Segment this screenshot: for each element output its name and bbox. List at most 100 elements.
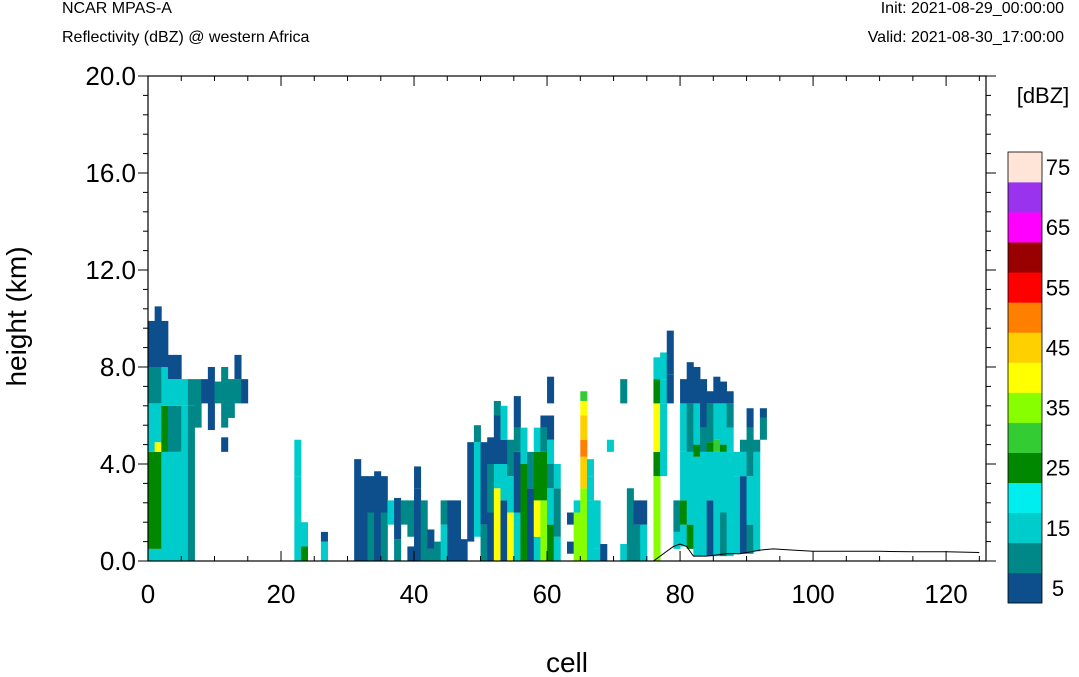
reflectivity-cell	[227, 379, 235, 418]
reflectivity-cell	[487, 437, 495, 464]
reflectivity-cell	[294, 439, 302, 477]
reflectivity-cell	[221, 367, 229, 428]
colorbar-swatch	[1008, 572, 1042, 604]
reflectivity-cell	[553, 536, 561, 561]
left-subtitle: Reflectivity (dBZ) @ western Africa	[62, 29, 310, 46]
reflectivity-cell	[726, 403, 734, 428]
reflectivity-cell	[533, 451, 541, 501]
reflectivity-cell	[234, 379, 242, 404]
y-tick-label: 16.0	[85, 158, 136, 188]
reflectivity-cell	[320, 531, 328, 542]
reflectivity-cell	[480, 442, 488, 525]
reflectivity-cell	[221, 437, 229, 452]
y-tick-label: 12.0	[85, 255, 136, 285]
reflectivity-cell	[626, 488, 634, 561]
reflectivity-cell	[580, 456, 588, 489]
terrain-line	[148, 543, 980, 562]
reflectivity-cell	[653, 379, 661, 404]
x-axis-label: cell	[546, 647, 588, 677]
reflectivity-cell	[666, 374, 674, 404]
y-tick-label: 0.0	[100, 546, 136, 576]
reflectivity-cell	[580, 391, 588, 401]
reflectivity-cell	[673, 531, 681, 549]
reflectivity-cell	[360, 476, 368, 562]
reflectivity-cell	[600, 544, 608, 561]
reflectivity-cell	[440, 524, 448, 562]
reflectivity-cell	[174, 405, 182, 452]
colorbar-swatch	[1008, 212, 1042, 243]
reflectivity-cell	[580, 439, 588, 457]
reflectivity-cell	[167, 379, 175, 406]
y-axis-label: height (km)	[1, 246, 32, 386]
reflectivity-cell	[713, 376, 721, 404]
reflectivity-cell	[533, 500, 541, 537]
plot-frame	[147, 75, 987, 562]
reflectivity-cell	[300, 546, 309, 561]
reflectivity-cell	[387, 500, 395, 525]
reflectivity-cell	[320, 541, 328, 561]
reflectivity-cell	[567, 541, 575, 554]
reflectivity-cell	[473, 442, 481, 537]
reflectivity-cell	[507, 439, 515, 477]
reflectivity-cell	[686, 403, 694, 452]
colorbar-label: 75	[1046, 155, 1070, 180]
reflectivity-cell	[653, 357, 661, 380]
reflectivity-cell	[294, 476, 302, 562]
reflectivity-cell	[207, 367, 215, 431]
reflectivity-cell	[194, 379, 202, 428]
reflectivity-cell	[527, 451, 535, 489]
colorbar-frame	[1007, 151, 1043, 604]
x-tick-label: 40	[400, 579, 429, 609]
reflectivity-cell	[606, 439, 614, 452]
reflectivity-cell	[214, 381, 222, 404]
reflectivity-cell	[686, 524, 694, 549]
colorbar-swatch	[1008, 152, 1042, 183]
reflectivity-cell	[733, 451, 741, 477]
reflectivity-cell	[700, 451, 708, 557]
reflectivity-cell	[234, 354, 242, 380]
reflectivity-cell	[653, 476, 661, 562]
reflectivity-cell	[394, 497, 402, 540]
reflectivity-cell	[507, 512, 515, 561]
reflectivity-cell	[653, 403, 661, 452]
left-title: NCAR MPAS-A	[62, 0, 172, 17]
reflectivity-cell	[407, 546, 415, 561]
reflectivity-cell	[493, 415, 501, 464]
reflectivity-cell	[447, 500, 455, 562]
reflectivity-cell	[680, 524, 688, 547]
reflectivity-cell	[367, 476, 375, 513]
colorbar-swatch	[1008, 512, 1042, 544]
x-tick-label: 80	[666, 579, 695, 609]
reflectivity-cell	[467, 442, 475, 542]
reflectivity-cell	[493, 488, 501, 561]
reflectivity-cell	[440, 500, 448, 525]
reflectivity-cell	[300, 522, 309, 547]
reflectivity-cell	[161, 405, 169, 452]
x-tick-label: 20	[267, 579, 296, 609]
reflectivity-cell	[513, 451, 521, 513]
colorbar-label: 35	[1046, 396, 1070, 421]
reflectivity-cell	[739, 439, 747, 452]
reflectivity-cell	[174, 379, 182, 406]
reflectivity-cell	[527, 488, 535, 561]
reflectivity-cell	[719, 512, 728, 557]
colorbar-title: [dBZ]	[1017, 83, 1070, 108]
reflectivity-cell	[753, 451, 761, 552]
reflectivity-cell	[148, 367, 156, 404]
reflectivity-cell	[241, 379, 249, 404]
reflectivity-cell	[367, 512, 375, 561]
colorbar-swatch	[1008, 452, 1042, 484]
reflectivity-cell	[633, 524, 641, 562]
x-tick-label: 120	[924, 579, 967, 609]
reflectivity-cell	[161, 320, 169, 367]
reflectivity-cell	[573, 512, 581, 561]
reflectivity-cell	[414, 488, 422, 561]
reflectivity-cells	[148, 306, 767, 562]
reflectivity-cell	[719, 403, 728, 445]
reflectivity-cell	[640, 524, 648, 562]
valid-time: Valid: 2021-08-30_17:00:00	[867, 29, 1064, 46]
reflectivity-cell	[580, 488, 588, 561]
terrain-profile	[653, 543, 980, 562]
reflectivity-cell	[167, 405, 175, 452]
reflectivity-cell	[500, 439, 508, 464]
